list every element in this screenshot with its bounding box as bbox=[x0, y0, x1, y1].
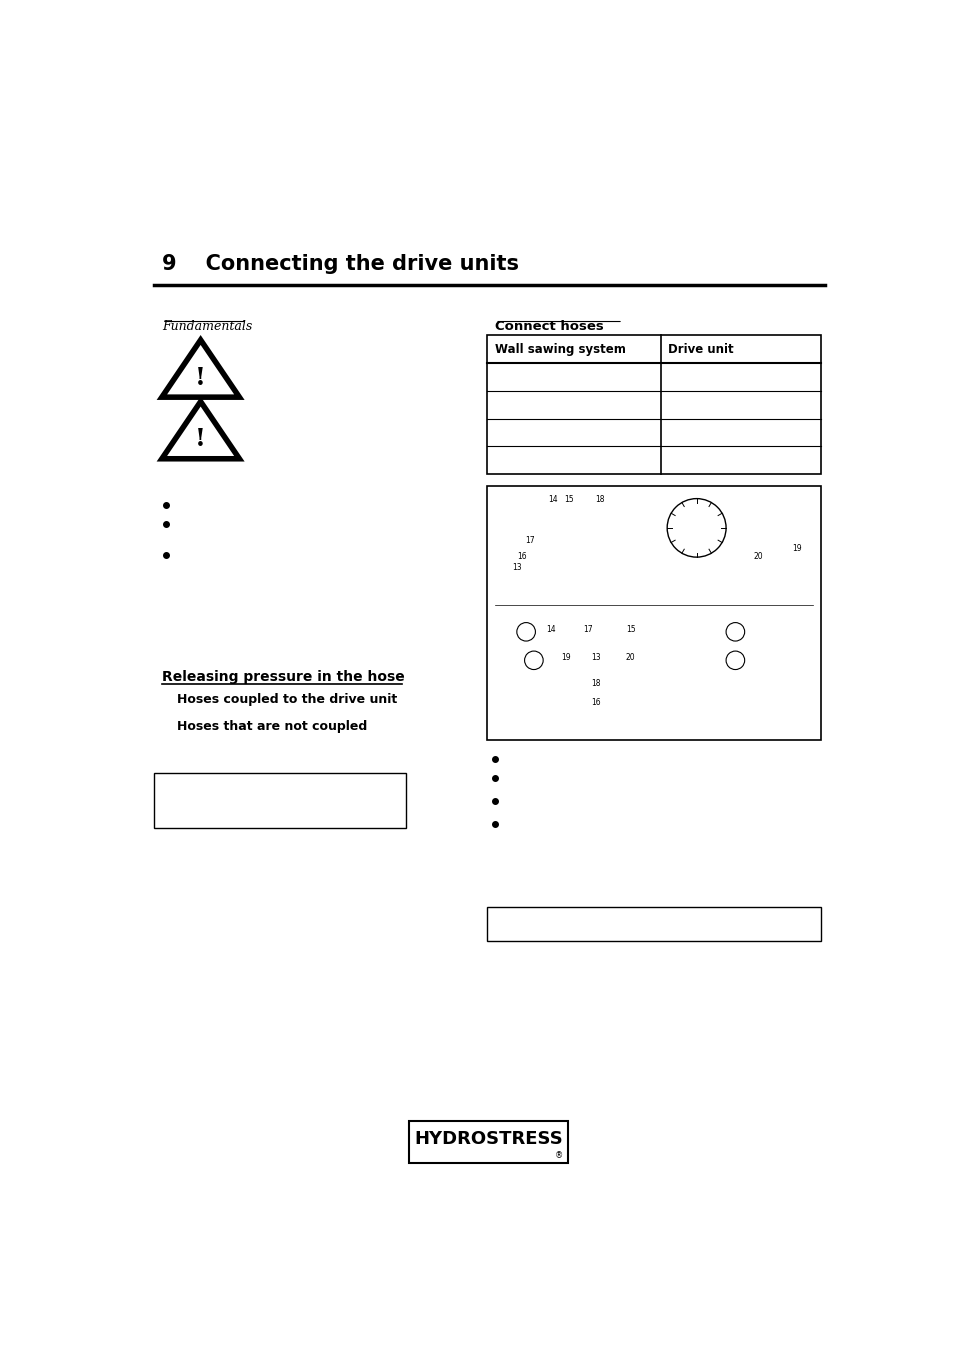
Text: Fundamentals: Fundamentals bbox=[162, 320, 252, 332]
Text: 14: 14 bbox=[545, 624, 556, 634]
Text: 18: 18 bbox=[591, 678, 600, 688]
Text: Hoses that are not coupled: Hoses that are not coupled bbox=[177, 720, 367, 734]
Text: 15: 15 bbox=[563, 496, 573, 504]
Text: 16: 16 bbox=[591, 698, 600, 707]
FancyBboxPatch shape bbox=[154, 773, 406, 828]
Text: Wall sawing system: Wall sawing system bbox=[495, 343, 625, 355]
Text: 20: 20 bbox=[753, 551, 762, 561]
Text: 13: 13 bbox=[512, 563, 521, 573]
Text: 19: 19 bbox=[561, 654, 571, 662]
FancyBboxPatch shape bbox=[409, 1121, 568, 1163]
Text: 17: 17 bbox=[582, 624, 593, 634]
Text: Hoses coupled to the drive unit: Hoses coupled to the drive unit bbox=[177, 693, 397, 707]
FancyBboxPatch shape bbox=[487, 907, 820, 942]
Text: 18: 18 bbox=[595, 496, 604, 504]
Text: Drive unit: Drive unit bbox=[668, 343, 733, 355]
Text: !: ! bbox=[195, 366, 206, 389]
Text: 16: 16 bbox=[517, 551, 526, 561]
Text: Connect hoses: Connect hoses bbox=[495, 320, 603, 332]
Text: 13: 13 bbox=[591, 654, 600, 662]
Text: 14: 14 bbox=[548, 496, 558, 504]
Text: 15: 15 bbox=[625, 624, 635, 634]
Text: 19: 19 bbox=[792, 544, 801, 553]
FancyBboxPatch shape bbox=[487, 485, 820, 739]
Text: 20: 20 bbox=[625, 654, 635, 662]
Text: HYDROSTRESS: HYDROSTRESS bbox=[415, 1129, 562, 1147]
Text: 17: 17 bbox=[525, 536, 535, 546]
Text: ®: ® bbox=[555, 1151, 562, 1161]
Text: !: ! bbox=[195, 427, 206, 451]
Text: Releasing pressure in the hose: Releasing pressure in the hose bbox=[162, 670, 404, 685]
Text: 9    Connecting the drive units: 9 Connecting the drive units bbox=[162, 254, 518, 274]
